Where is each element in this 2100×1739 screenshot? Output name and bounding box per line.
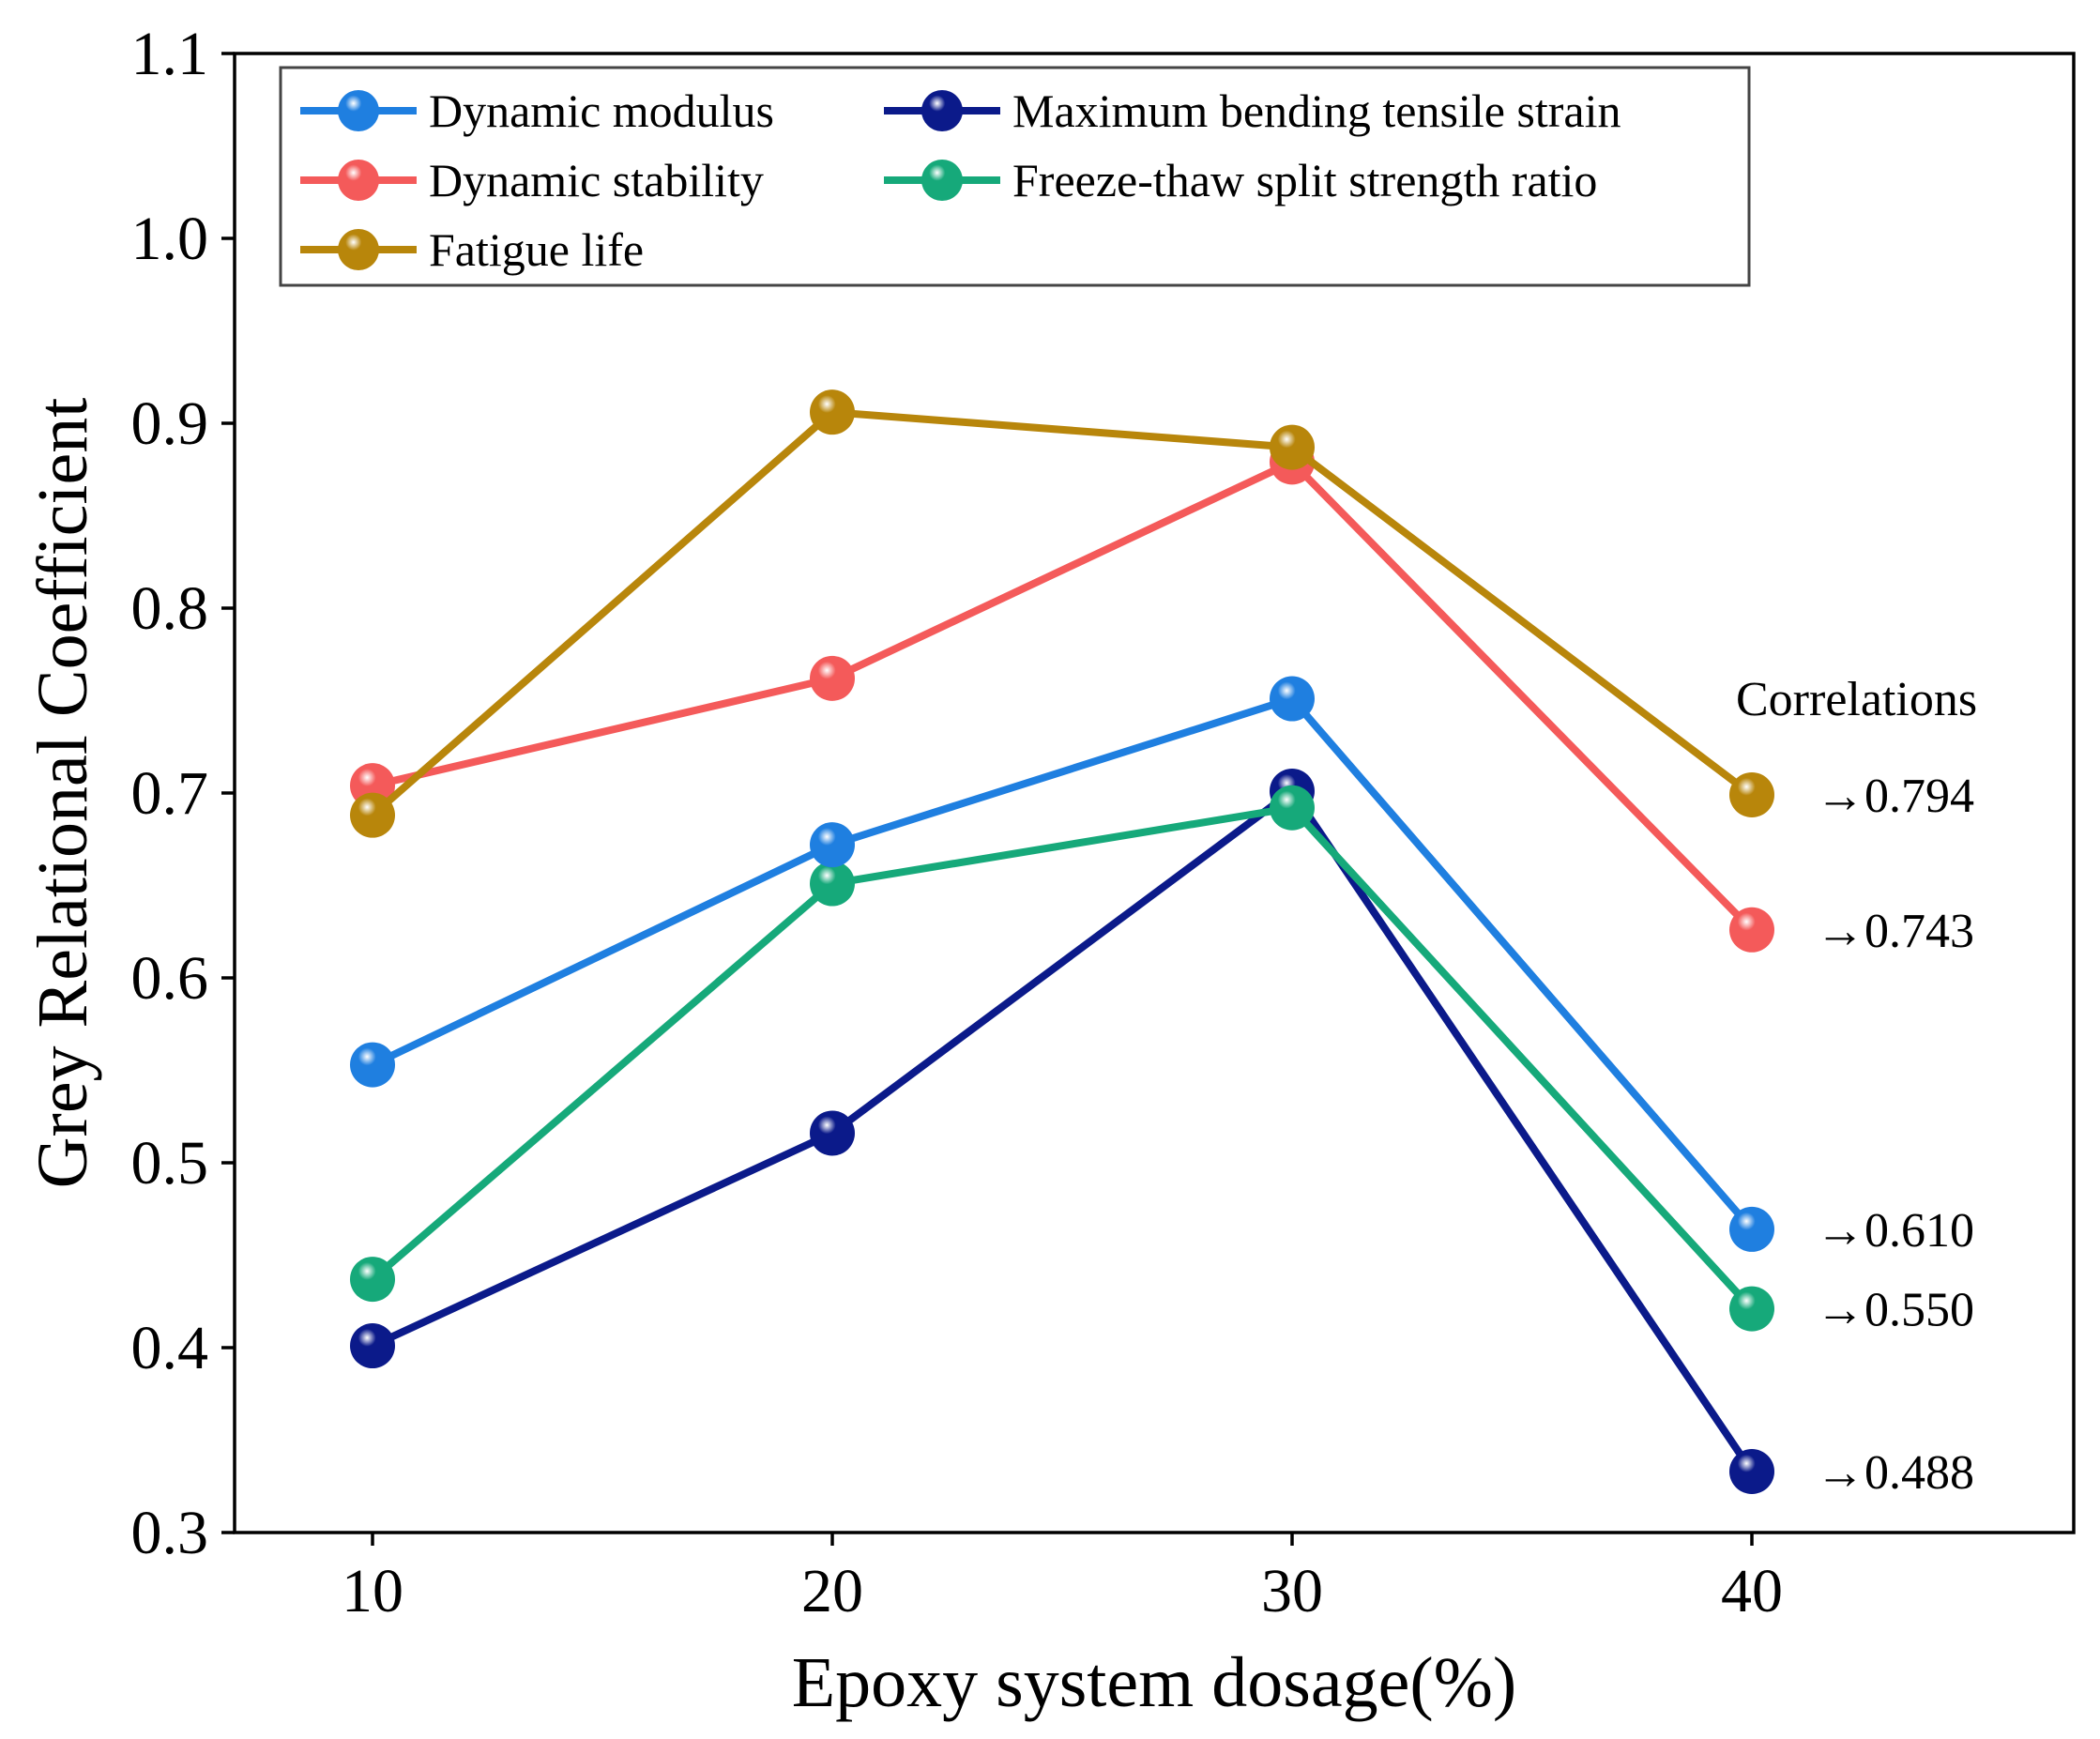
legend-item-dynamic-stability: Dynamic stability [300, 154, 764, 206]
x-tick-label: 20 [801, 1557, 863, 1625]
y-tick-label: 0.5 [131, 1129, 209, 1197]
correlation-dynamic-modulus: →0.610 [1816, 1204, 1974, 1258]
legend-swatch-marker [338, 90, 379, 131]
y-tick-label: 0.8 [131, 574, 209, 643]
series-line [370, 408, 1755, 818]
y-tick-label: 1.1 [131, 20, 209, 88]
legend-swatch-marker [338, 160, 379, 201]
data-point [350, 1257, 395, 1303]
legend: Dynamic modulus Dynamic stability Fatigue … [279, 66, 1751, 287]
x-tick-label: 30 [1261, 1557, 1323, 1625]
axis-ticks: 0.3 0.4 0.5 0.6 0.7 0.8 0.9 1.0 1.1 10 20 30 40 [131, 20, 1784, 1625]
y-axis-title: Grey Relational Coefficient [23, 398, 102, 1189]
data-point [810, 861, 855, 907]
x-axis-title: Epoxy system dosage(%) [792, 1643, 1517, 1722]
x-tick-label: 10 [342, 1557, 403, 1625]
legend-item-maximum-bending-tensile-strain: Maximum bending tensile strain [884, 84, 1621, 137]
y-tick-label: 0.9 [131, 389, 209, 458]
legend-swatch-marker [338, 229, 379, 270]
correlation-freeze-thaw-split-strength-ratio: →0.550 [1816, 1284, 1974, 1337]
series-line [372, 458, 1755, 933]
y-tick-label: 0.4 [131, 1314, 209, 1382]
correlations-header: Correlations [1736, 673, 1977, 726]
legend-item-dynamic-modulus: Dynamic modulus [300, 84, 774, 137]
series-fatigue-life [350, 389, 1774, 838]
data-point [1729, 1286, 1774, 1332]
series-line [370, 803, 1755, 1312]
series-freeze-thaw-split-strength-ratio [350, 785, 1774, 1332]
series-dynamic-stability [350, 439, 1774, 953]
data-point [350, 792, 395, 838]
data-point [810, 1110, 855, 1156]
correlation-maximum-bending-tensile-strain: →0.488 [1816, 1446, 1974, 1500]
correlation-dynamic-stability: →0.743 [1816, 905, 1974, 958]
y-tick-label: 1.0 [131, 205, 209, 273]
series-layer [350, 389, 1774, 1494]
data-point [350, 1323, 395, 1369]
legend-box [279, 66, 1751, 287]
legend-label: Dynamic stability [429, 154, 764, 206]
data-point [810, 822, 855, 868]
legend-label: Fatigue life [429, 223, 644, 276]
data-point [1729, 907, 1774, 953]
legend-label: Dynamic modulus [429, 84, 774, 137]
legend-item-fatigue-life: Fatigue life [300, 223, 644, 276]
legend-item-freeze-thaw-split-strength-ratio: Freeze-thaw split strength ratio [884, 154, 1597, 206]
y-tick-label: 0.7 [131, 759, 209, 828]
data-point [810, 655, 855, 701]
data-point [1729, 1448, 1774, 1494]
series-dynamic-modulus [350, 676, 1774, 1252]
data-point [810, 389, 855, 435]
y-tick-label: 0.6 [131, 944, 209, 1013]
data-point [1270, 676, 1315, 722]
series-line [371, 694, 1756, 1232]
x-tick-label: 40 [1721, 1557, 1783, 1625]
legend-label: Maximum bending tensile strain [1012, 84, 1621, 137]
data-point [1729, 771, 1774, 817]
series-maximum-bending-tensile-strain [350, 769, 1774, 1494]
legend-swatch-marker [921, 160, 963, 201]
data-point [1729, 1206, 1774, 1252]
series-line [371, 787, 1756, 1474]
legend-swatch-marker [921, 90, 963, 131]
legend-label: Freeze-thaw split strength ratio [1012, 154, 1597, 206]
data-point [350, 1042, 395, 1088]
correlation-fatigue-life: →0.794 [1816, 770, 1974, 823]
data-point [1270, 424, 1315, 470]
y-tick-label: 0.3 [131, 1499, 209, 1567]
data-point [1270, 785, 1315, 831]
